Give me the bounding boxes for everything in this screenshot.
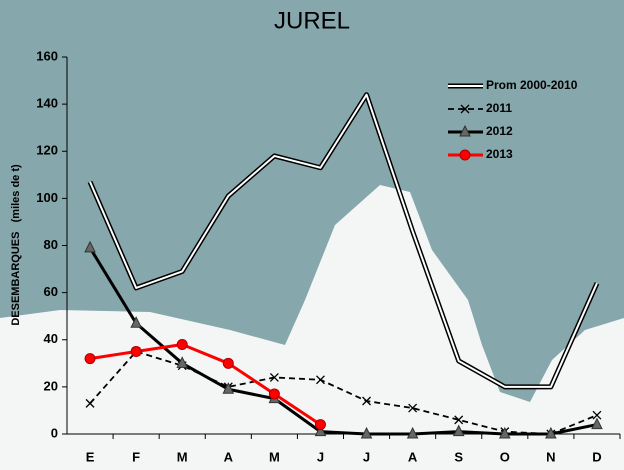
y-axis-label: DESEMBARQUES (miles de t) (10, 164, 22, 326)
marker (84, 240, 96, 253)
y-tick-label: 0 (51, 425, 58, 440)
background-landscape (0, 185, 624, 470)
marker (314, 424, 327, 437)
marker (362, 396, 372, 406)
marker (84, 353, 96, 365)
x-tick-label: S (454, 449, 463, 464)
marker (591, 417, 603, 430)
marker (269, 372, 279, 382)
marker (85, 398, 95, 408)
marker (408, 403, 418, 413)
marker (545, 426, 557, 439)
marker (130, 316, 142, 328)
marker (360, 426, 373, 439)
marker (406, 426, 419, 439)
marker (460, 104, 470, 114)
marker (459, 149, 471, 161)
marker (452, 424, 465, 437)
y-tick-label: 160 (36, 48, 58, 63)
marker (222, 382, 235, 394)
legend-label: 2013 (486, 147, 513, 161)
y-tick-label: 20 (44, 378, 58, 393)
series-line (89, 93, 598, 388)
marker (314, 419, 326, 431)
x-tick-label: A (224, 449, 234, 464)
x-tick-label: M (269, 449, 280, 464)
legend-label: 2012 (486, 124, 513, 138)
y-tick-label: 100 (36, 190, 58, 205)
marker (268, 388, 280, 400)
legend-label: 2011 (486, 101, 512, 115)
y-tick-label: 80 (44, 237, 58, 252)
y-tick-label: 120 (36, 143, 58, 158)
series-line (89, 342, 322, 426)
y-tick-label: 60 (44, 284, 58, 299)
y-tick-label: 140 (36, 96, 58, 111)
marker (176, 338, 188, 350)
chart-title: JUREL (274, 7, 350, 34)
marker (498, 426, 511, 439)
marker (454, 415, 464, 425)
x-tick-label: O (500, 449, 510, 464)
x-tick-label: M (177, 449, 188, 464)
y-tick-label: 40 (44, 331, 58, 346)
marker (592, 410, 602, 420)
x-tick-label: F (132, 449, 140, 464)
series-line (89, 350, 598, 435)
x-tick-label: A (408, 449, 418, 464)
marker (459, 124, 471, 137)
x-tick-label: J (317, 449, 324, 464)
legend-label: Prom 2000-2010 (486, 78, 578, 92)
x-tick-label: E (86, 449, 95, 464)
marker (222, 357, 234, 369)
series-line (88, 247, 598, 436)
x-tick-label: D (592, 449, 601, 464)
marker (130, 346, 142, 358)
marker (176, 356, 189, 368)
x-tick-label: N (546, 449, 555, 464)
x-tick-label: J (363, 449, 370, 464)
marker (315, 375, 325, 385)
